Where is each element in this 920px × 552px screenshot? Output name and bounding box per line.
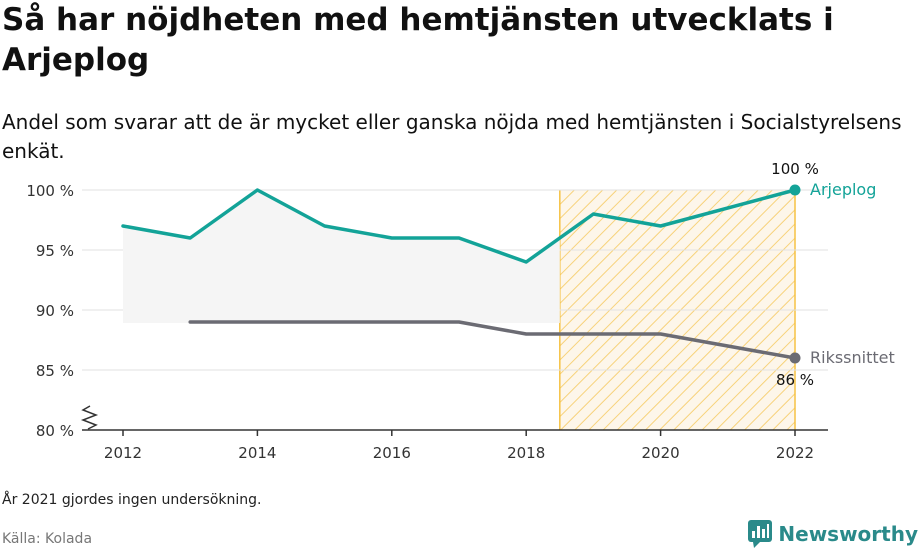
- chart-subtitle: Andel som svarar att de är mycket eller …: [2, 110, 902, 163]
- source-label: Källa: Kolada: [2, 531, 93, 547]
- bar-chart-speech-bubble-icon: [748, 520, 773, 548]
- chart-note: År 2021 gjordes ingen undersökning.: [2, 492, 262, 508]
- y-tick-label: 100 %: [26, 182, 74, 200]
- series-name-label: Rikssnittet: [810, 348, 895, 367]
- x-tick-label: 2018: [507, 444, 545, 462]
- x-tick-label: 2022: [776, 444, 814, 462]
- x-tick-label: 2020: [642, 444, 680, 462]
- brand-name: Newsworthy: [778, 522, 918, 546]
- series-line-rikssnittet: [188, 320, 797, 360]
- series-endpoint-arjeplog: [789, 184, 801, 196]
- chart-title: Så har nöjdheten med hemtjänsten utveckl…: [2, 2, 834, 78]
- series-name-label: Arjeplog: [810, 180, 876, 199]
- x-tick-label: 2012: [104, 444, 142, 462]
- brand-logo[interactable]: Newsworthy: [748, 518, 918, 550]
- data-label: 86 %: [776, 371, 814, 389]
- x-tick-label: 2016: [373, 444, 411, 462]
- y-tick-label: 95 %: [36, 242, 74, 260]
- line-chart: 80 % 85 % 90 % 95 % 100 % Arjeplog 100 % Rikssn…: [26, 160, 895, 462]
- series-line-arjeplog: [121, 188, 797, 264]
- x-tick-label: 2014: [238, 444, 276, 462]
- y-tick-label: 80 %: [36, 422, 74, 440]
- comparison-band: [123, 190, 560, 323]
- data-label: 100 %: [771, 160, 819, 178]
- axis-break-icon: [80, 405, 99, 430]
- series-endpoint-rikssnittet: [789, 352, 801, 364]
- y-tick-label: 85 %: [36, 362, 74, 380]
- y-tick-label: 90 %: [36, 302, 74, 320]
